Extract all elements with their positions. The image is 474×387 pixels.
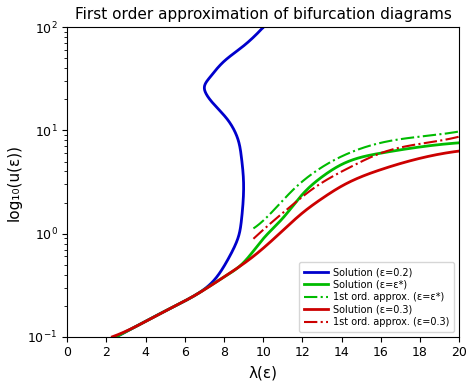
1st ord. approx. (ε=0.3) [405,144,411,148]
Line: Solution (ε=0.2): Solution (ε=0.2) [116,27,264,337]
Y-axis label: log₁₀(u(ε)): log₁₀(u(ε)) [7,144,22,221]
1st ord. approx. (ε=0.3) [251,236,256,241]
Solution (ε=0.2) [113,334,119,339]
Solution (ε=ε*) [349,158,355,163]
1st ord. approx. (ε=0.3) [388,147,393,152]
1st ord. approx. (ε=0.3) [344,167,349,171]
1st ord. approx. (ε=ε*) [388,139,393,143]
1st ord. approx. (ε=ε*) [303,176,309,181]
Solution (ε=ε*) [456,140,462,145]
Solution (ε=0.3) [262,244,268,249]
1st ord. approx. (ε=ε*) [251,226,256,231]
Solution (ε=0.2) [260,25,266,30]
Solution (ε=0.3) [456,149,462,153]
Solution (ε=ε*) [387,149,392,154]
Solution (ε=0.2) [260,25,266,30]
Line: 1st ord. approx. (ε=0.3): 1st ord. approx. (ε=0.3) [254,137,459,239]
Solution (ε=0.2) [261,24,266,29]
Solution (ε=0.3) [145,318,151,323]
1st ord. approx. (ε=0.3) [303,191,309,196]
Solution (ε=0.2) [260,25,266,29]
Solution (ε=0.2) [131,325,137,330]
1st ord. approx. (ε=ε*) [287,191,292,195]
Solution (ε=ε*) [381,150,386,155]
Solution (ε=0.2) [239,163,245,168]
Solution (ε=0.2) [210,72,215,77]
Solution (ε=ε*) [252,247,258,252]
X-axis label: λ(ε): λ(ε) [249,365,278,380]
1st ord. approx. (ε=0.3) [287,205,292,209]
1st ord. approx. (ε=0.3) [372,153,377,158]
Line: 1st ord. approx. (ε=ε*): 1st ord. approx. (ε=ε*) [254,132,459,228]
Title: First order approximation of bifurcation diagrams: First order approximation of bifurcation… [75,7,452,22]
Solution (ε=0.3) [386,164,392,169]
Solution (ε=0.3) [347,179,353,184]
1st ord. approx. (ε=ε*) [456,129,462,134]
1st ord. approx. (ε=ε*) [372,142,377,147]
Solution (ε=0.3) [380,167,386,171]
Line: Solution (ε=0.3): Solution (ε=0.3) [112,151,459,337]
Solution (ε=0.3) [250,255,255,259]
1st ord. approx. (ε=ε*) [405,136,411,140]
Solution (ε=0.2) [241,176,246,181]
1st ord. approx. (ε=0.3) [456,134,462,139]
Solution (ε=ε*) [264,232,270,236]
Line: Solution (ε=ε*): Solution (ε=ε*) [116,143,459,337]
1st ord. approx. (ε=ε*) [344,152,349,156]
Solution (ε=ε*) [113,334,119,339]
Solution (ε=0.3) [109,334,115,339]
Solution (ε=ε*) [148,316,154,320]
Legend: Solution (ε=0.2), Solution (ε=ε*), 1st ord. approx. (ε=ε*), Solution (ε=0.3), 1s: Solution (ε=0.2), Solution (ε=ε*), 1st o… [299,262,454,332]
